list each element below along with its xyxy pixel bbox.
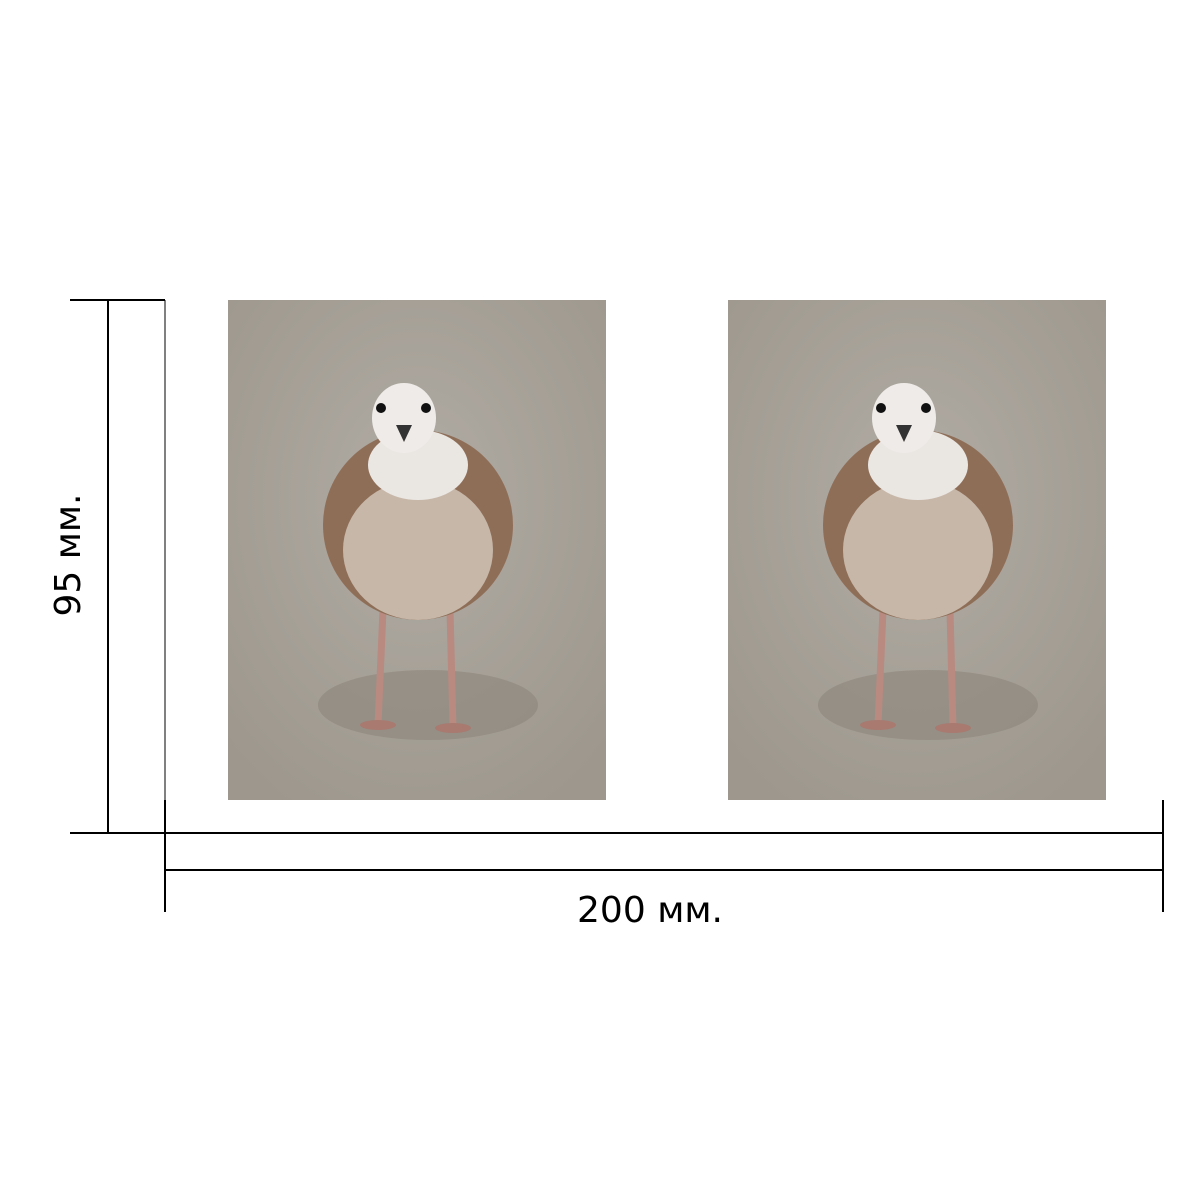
width-dimension: 200 мм.	[164, 800, 1164, 931]
width-label: 200 мм.	[577, 890, 723, 931]
photo-left	[228, 300, 606, 800]
photo-right	[728, 300, 1106, 800]
height-label: 95 мм.	[48, 493, 89, 616]
height-dimension: 95 мм.	[48, 299, 166, 834]
